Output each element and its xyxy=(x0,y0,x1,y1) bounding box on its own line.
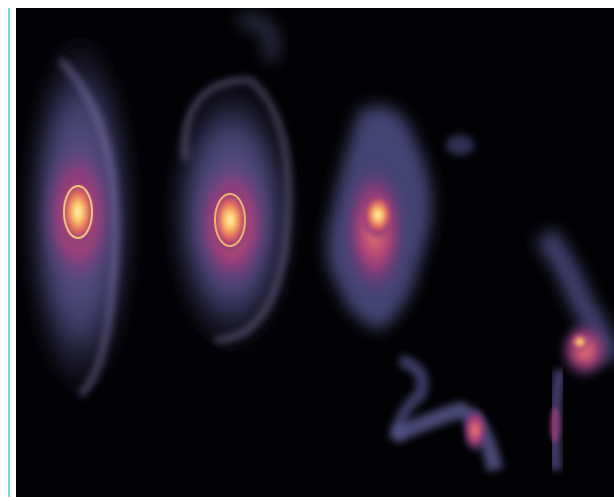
clump-center xyxy=(326,106,474,442)
galaxy-middle xyxy=(166,13,298,355)
clump-right xyxy=(536,228,614,471)
clump-lower xyxy=(391,401,503,472)
galaxy-left xyxy=(22,30,138,400)
border xyxy=(8,8,10,497)
simulation-image xyxy=(16,8,614,497)
